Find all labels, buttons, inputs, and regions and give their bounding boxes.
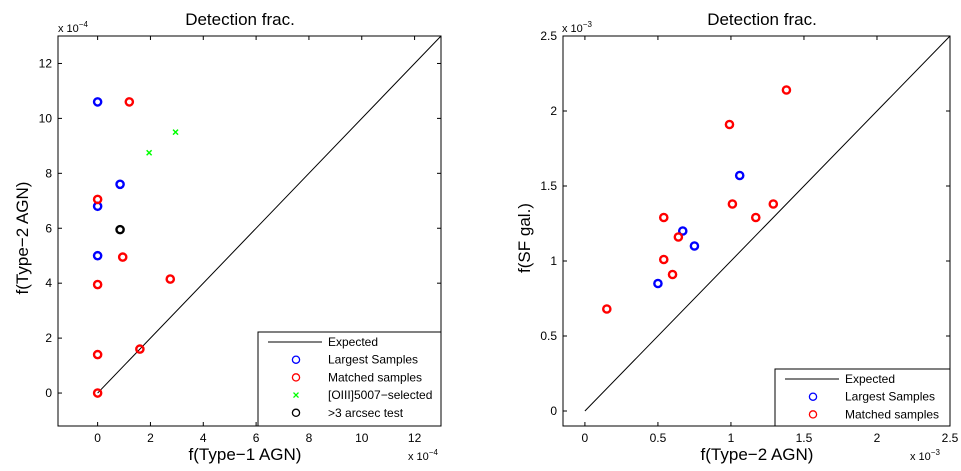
legend-label: Matched samples bbox=[328, 370, 422, 384]
data-point bbox=[135, 344, 145, 354]
x-tick-label: 1.5 bbox=[796, 431, 813, 445]
legend-swatch bbox=[293, 392, 299, 399]
legend-box bbox=[257, 331, 442, 427]
y-tick-label: 6 bbox=[45, 221, 52, 235]
legend-label: >3 arcsec test bbox=[328, 406, 404, 420]
chart-type1-vs-type2: Detection frac. f(Type−1 AGN) f(Type−2 A… bbox=[13, 10, 442, 464]
legend-swatch bbox=[291, 408, 301, 418]
x-axis-label: f(Type−2 AGN) bbox=[701, 445, 814, 464]
legend: Expected Largest Samples Matched samples [O… bbox=[257, 331, 442, 427]
data-point bbox=[165, 274, 176, 284]
legend-swatch bbox=[291, 355, 301, 364]
x-tick-label: 0 bbox=[582, 431, 589, 445]
x-tick-label: 10 bbox=[355, 431, 369, 445]
x-exponent-label: x 10−3 bbox=[910, 448, 940, 463]
data-point bbox=[768, 199, 779, 209]
x-tick-label: 12 bbox=[408, 431, 422, 445]
data-point bbox=[602, 304, 612, 314]
legend-label: Matched samples bbox=[845, 407, 939, 421]
x-tick-label: 1 bbox=[728, 431, 735, 445]
chart-title: Detection frac. bbox=[707, 10, 817, 29]
legend-swatch bbox=[808, 410, 818, 419]
data-point bbox=[658, 254, 669, 265]
legend-label: Largest Samples bbox=[845, 390, 935, 404]
y-tick-label: 2.5 bbox=[540, 29, 557, 43]
data-point bbox=[734, 170, 745, 181]
legend-label: [OIII]5007−selected bbox=[328, 388, 432, 402]
y-exponent-label: x 10−3 bbox=[562, 20, 592, 35]
data-point bbox=[781, 85, 792, 95]
x-tick-label: 4 bbox=[200, 431, 207, 445]
data-point bbox=[689, 241, 700, 251]
data-point bbox=[92, 279, 103, 290]
data-point bbox=[115, 224, 125, 235]
y-tick-label: 0.5 bbox=[540, 329, 557, 343]
expected-line bbox=[97, 36, 441, 394]
plot-frame bbox=[562, 35, 951, 427]
chart-type2-vs-sf: Detection frac. f(Type−2 AGN) f(SF gal.)… bbox=[515, 10, 959, 464]
y-exponent-power: −4 bbox=[79, 20, 89, 29]
data-point bbox=[92, 97, 103, 107]
x-tick-label: 8 bbox=[306, 431, 313, 445]
y-axis-label: f(SF gal.) bbox=[515, 203, 534, 273]
legend-swatch bbox=[291, 373, 301, 382]
data-point bbox=[117, 252, 128, 262]
expected-line bbox=[584, 36, 950, 412]
x-axis-label: f(Type−1 AGN) bbox=[189, 445, 302, 464]
y-tick-label: 12 bbox=[39, 56, 53, 70]
y-tick-label: 0 bbox=[550, 404, 557, 418]
x-exponent-power: −4 bbox=[429, 448, 439, 457]
data-point bbox=[92, 194, 103, 205]
y-tick-label: 0 bbox=[45, 386, 52, 400]
plot-area bbox=[92, 36, 441, 398]
y-exponent-label: x 10−4 bbox=[58, 20, 88, 35]
data-point bbox=[124, 97, 135, 107]
y-tick-label: 1 bbox=[550, 254, 557, 268]
data-point bbox=[673, 232, 684, 242]
data-point bbox=[658, 212, 669, 223]
legend-label: Expected bbox=[328, 335, 378, 349]
y-tick-label: 2 bbox=[550, 104, 557, 118]
y-axis-label: f(Type−2 AGN) bbox=[13, 182, 32, 295]
data-point bbox=[92, 388, 103, 398]
data-point bbox=[146, 149, 153, 156]
y-exponent-power: −3 bbox=[583, 20, 593, 29]
data-point bbox=[727, 199, 738, 209]
y-tick-label: 4 bbox=[45, 276, 52, 290]
y-tick-label: 8 bbox=[45, 166, 52, 180]
x-exponent-power: −3 bbox=[931, 448, 941, 457]
x-tick-label: 2 bbox=[147, 431, 154, 445]
y-tick-label: 10 bbox=[39, 111, 53, 125]
x-exponent-label: x 10−4 bbox=[408, 448, 438, 463]
y-tick-label: 1.5 bbox=[540, 179, 557, 193]
legend-box bbox=[774, 368, 951, 427]
data-point bbox=[172, 129, 179, 136]
legend-swatch bbox=[808, 392, 818, 401]
data-point bbox=[92, 349, 103, 360]
x-tick-label: 6 bbox=[253, 431, 260, 445]
legend-label: Largest Samples bbox=[328, 353, 418, 367]
x-tick-label: 2 bbox=[874, 431, 881, 445]
data-point bbox=[115, 179, 125, 190]
x-tick-label: 0 bbox=[94, 431, 101, 445]
plot-area bbox=[584, 36, 950, 412]
legend: Expected Largest Samples Matched samples bbox=[774, 368, 951, 427]
x-tick-label: 2.5 bbox=[942, 431, 959, 445]
data-point bbox=[653, 278, 663, 289]
plot-frame bbox=[57, 35, 442, 427]
x-tick-label: 0.5 bbox=[650, 431, 667, 445]
chart-title: Detection frac. bbox=[185, 10, 295, 29]
legend-label: Expected bbox=[845, 372, 895, 386]
data-point bbox=[750, 212, 761, 223]
data-point bbox=[724, 119, 735, 130]
y-tick-label: 2 bbox=[45, 331, 52, 345]
data-point bbox=[667, 269, 678, 280]
data-point bbox=[677, 226, 688, 236]
data-point bbox=[92, 250, 103, 261]
